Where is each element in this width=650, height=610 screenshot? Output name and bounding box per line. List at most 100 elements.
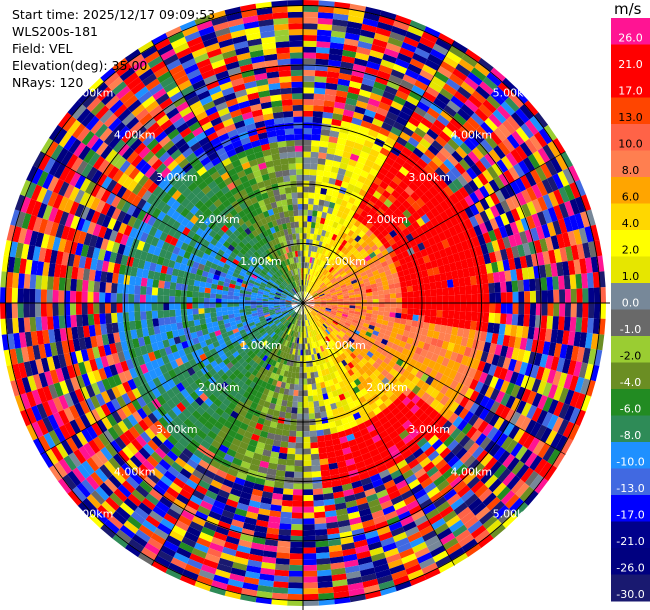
velocity-cell — [351, 425, 360, 434]
velocity-cell — [151, 310, 159, 319]
velocity-cell — [309, 268, 312, 275]
velocity-cell — [373, 81, 387, 91]
velocity-cell — [331, 30, 346, 39]
velocity-cell — [339, 162, 348, 170]
velocity-cell — [110, 292, 117, 303]
velocity-cell — [506, 457, 520, 472]
velocity-cell — [483, 341, 492, 353]
velocity-cell — [401, 200, 412, 210]
velocity-cell — [307, 268, 311, 275]
velocity-cell — [377, 224, 386, 233]
velocity-cell — [505, 247, 514, 260]
velocity-cell — [442, 303, 449, 311]
velocity-cell — [359, 427, 370, 437]
velocity-cell — [346, 21, 363, 30]
velocity-cell — [314, 306, 320, 309]
velocity-cell — [484, 152, 497, 166]
velocity-cell — [304, 279, 307, 286]
velocity-cell — [457, 108, 471, 122]
velocity-cell — [310, 281, 314, 288]
velocity-cell — [436, 241, 445, 251]
velocity-cell — [430, 388, 440, 399]
velocity-cell — [535, 225, 545, 240]
velocity-cell — [482, 515, 498, 530]
velocity-cell — [389, 384, 399, 394]
velocity-cell — [327, 274, 334, 280]
velocity-cell — [372, 190, 382, 200]
velocity-cell — [313, 246, 319, 253]
velocity-cell — [370, 415, 380, 425]
velocity-cell — [353, 313, 360, 319]
velocity-cell — [320, 332, 326, 339]
velocity-cell — [306, 268, 309, 275]
velocity-cell — [312, 309, 318, 314]
velocity-cell — [305, 244, 310, 251]
velocity-cell — [467, 134, 481, 147]
velocity-cell — [421, 269, 429, 278]
velocity-cell — [526, 201, 537, 216]
velocity-cell — [287, 593, 303, 601]
velocity-cell — [541, 290, 548, 303]
velocity-cell — [366, 350, 374, 358]
velocity-cell — [309, 319, 313, 325]
velocity-cell — [322, 331, 327, 338]
velocity-cell — [417, 122, 430, 134]
velocity-cell — [287, 588, 303, 595]
velocity-cell — [425, 385, 435, 396]
velocity-cell — [333, 228, 340, 236]
velocity-cell — [513, 360, 523, 374]
velocity-cell — [510, 112, 525, 127]
velocity-cell — [460, 240, 470, 251]
velocity-cell — [348, 337, 355, 344]
velocity-cell — [354, 308, 361, 313]
velocity-cell — [158, 317, 165, 326]
velocity-cell — [451, 134, 464, 147]
velocity-cell — [528, 241, 537, 255]
velocity-cell — [523, 314, 530, 327]
velocity-cell — [391, 272, 399, 279]
velocity-cell — [347, 329, 354, 335]
velocity-cell — [563, 405, 575, 422]
velocity-cell — [344, 279, 351, 284]
velocity-cell — [311, 216, 317, 223]
velocity-cell — [401, 41, 417, 53]
velocity-cell — [342, 264, 349, 270]
velocity-cell — [447, 138, 460, 151]
velocity-cell — [407, 531, 422, 543]
velocity-cell — [326, 305, 332, 308]
velocity-cell — [420, 223, 430, 234]
velocity-cell — [326, 282, 333, 288]
velocity-cell — [340, 284, 347, 289]
velocity-cell — [335, 242, 342, 250]
velocity-cell — [333, 7, 350, 16]
velocity-cell — [514, 414, 527, 429]
velocity-cell — [348, 289, 355, 294]
velocity-cell — [376, 318, 383, 325]
velocity-cell — [324, 249, 330, 257]
velocity-cell — [318, 446, 327, 454]
velocity-cell — [303, 227, 307, 234]
velocity-cell — [325, 307, 332, 311]
velocity-cell — [314, 271, 319, 277]
velocity-cell — [406, 205, 417, 215]
velocity-cell — [337, 303, 344, 306]
velocity-cell — [336, 325, 343, 331]
velocity-cell — [553, 248, 562, 263]
velocity-cell — [523, 100, 539, 116]
velocity-cell — [500, 313, 507, 325]
velocity-cell — [398, 258, 407, 266]
velocity-cell — [366, 173, 376, 182]
velocity-cell — [128, 293, 135, 303]
velocity-cell — [543, 464, 558, 482]
velocity-cell — [312, 122, 322, 130]
velocity-cell — [511, 347, 520, 361]
velocity-cell — [457, 419, 468, 432]
velocity-cell — [314, 298, 321, 301]
velocity-cell — [488, 179, 500, 193]
velocity-cell — [407, 63, 422, 75]
velocity-cell — [314, 301, 321, 303]
velocity-cell — [308, 192, 315, 199]
velocity-cell — [343, 391, 351, 399]
velocity-cell — [314, 517, 327, 525]
velocity-cell — [313, 400, 320, 408]
